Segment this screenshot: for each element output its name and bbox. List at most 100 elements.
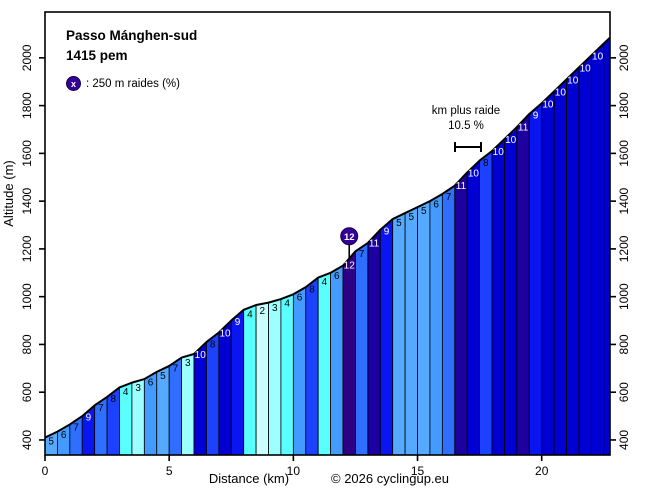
y-tick-label-right: 1200 <box>617 235 631 262</box>
bar-gradient-label: 4 <box>123 387 129 398</box>
bar-gradient-label: 10 <box>493 147 505 158</box>
profile-outline <box>44 36 611 439</box>
x-tick-label: 10 <box>287 464 301 478</box>
bar-gradient-label: 4 <box>284 299 290 310</box>
profile-bar <box>268 298 282 456</box>
profile-bar <box>255 302 269 456</box>
legend-label: : 250 m raides (%) <box>86 77 180 90</box>
y-tick-label-right: 1000 <box>617 283 631 310</box>
profile-bar <box>330 264 344 456</box>
bar-gradient-label: 9 <box>384 226 390 237</box>
bar-gradient-label: 10 <box>567 75 579 86</box>
bar-gradient-label: 4 <box>247 309 253 320</box>
bar-gradient-label: 9 <box>533 111 539 122</box>
bar-gradient-label: 6 <box>61 430 67 441</box>
bar-gradient-label: 6 <box>148 377 154 388</box>
profile-bar <box>429 193 443 456</box>
profile-bar <box>454 171 468 456</box>
copyright: © 2026 cyclingup.eu <box>331 471 449 486</box>
profile-bar <box>243 304 257 456</box>
y-tick-label-left: 1400 <box>20 187 34 214</box>
bar-gradient-label: 8 <box>111 394 117 405</box>
profile-bar <box>504 126 518 456</box>
y-tick-label-left: 2000 <box>20 44 34 71</box>
x-tick-label: 20 <box>535 464 549 478</box>
bar-gradient-label: 8 <box>210 339 216 350</box>
bar-gradient-label: 7 <box>173 364 179 375</box>
y-tick-label-right: 1800 <box>617 92 631 119</box>
bar-gradient-label: 6 <box>433 200 439 211</box>
bar-gradient-label: 8 <box>483 158 489 169</box>
profile-bar <box>528 102 543 456</box>
bar-gradient-label: 6 <box>297 293 303 304</box>
legend: x : 250 m raides (%) <box>66 76 180 91</box>
bar-gradient-label: 7 <box>446 192 452 203</box>
y-tick-label-right: 400 <box>617 430 631 450</box>
chart-subtitle: 1415 pem <box>66 48 128 63</box>
steepest-250m-value: 12 <box>344 232 355 243</box>
y-tick-label-left: 1000 <box>20 283 34 310</box>
profile-bar <box>603 36 611 456</box>
profile-bar <box>553 78 567 456</box>
profile-bar <box>230 308 245 456</box>
profile-bar <box>206 331 220 456</box>
chart-title-block: Passo Mánghen-sud 1415 pem <box>66 26 197 66</box>
profile-bar <box>541 90 555 456</box>
bar-gradient-label: 7 <box>98 403 104 414</box>
profile-bar <box>417 200 431 456</box>
y-tick-label-right: 1600 <box>617 140 631 167</box>
y-tick-label-left: 800 <box>20 334 34 354</box>
profile-bar <box>379 218 394 456</box>
y-tick-label-left: 1800 <box>20 92 34 119</box>
bar-gradient-label: 10 <box>592 51 604 62</box>
x-axis-title: Distance (km) <box>208 471 290 486</box>
profile-bar <box>367 228 381 456</box>
profile-bar <box>317 272 332 456</box>
profile-bar <box>516 112 530 456</box>
x-tick-label: 0 <box>42 464 49 478</box>
bar-gradient-label: 11 <box>518 123 529 134</box>
y-tick-label-right: 800 <box>617 334 631 354</box>
bar-gradient-label: 11 <box>456 181 467 192</box>
bar-gradient-label: 8 <box>309 284 315 295</box>
profile-bar <box>578 54 592 456</box>
profile-bar <box>292 286 307 456</box>
bar-gradient-label: 10 <box>555 87 567 98</box>
profile-bar <box>355 242 369 456</box>
bar-gradient-label: 5 <box>421 206 427 217</box>
circled-x-icon: x <box>66 76 81 91</box>
profile-bar <box>441 184 456 456</box>
bar-gradient-label: 5 <box>396 218 402 229</box>
y-tick-label-left: 1600 <box>20 140 34 167</box>
profile-bar <box>590 42 605 456</box>
x-tick-label: 15 <box>411 464 425 478</box>
profile-bar <box>491 138 505 456</box>
bar-gradient-label: 10 <box>468 169 480 180</box>
y-axis-title: Altitude (m) <box>1 160 16 226</box>
plot-border <box>44 11 611 456</box>
bar-gradient-label: 4 <box>322 277 328 288</box>
bar-gradient-label: 2 <box>260 306 266 317</box>
bar-gradient-label: 5 <box>48 437 54 448</box>
bar-gradient-label: 3 <box>135 383 141 394</box>
bar-gradient-label: 9 <box>86 413 92 424</box>
profile-bar <box>218 319 232 456</box>
bar-gradient-label: 7 <box>359 249 365 260</box>
bar-gradient-label: 10 <box>195 350 207 361</box>
bar-gradient-label: 10 <box>542 99 554 110</box>
x-tick-label: 5 <box>166 464 173 478</box>
profile-bar <box>305 276 319 456</box>
bar-gradient-label: 7 <box>73 422 79 433</box>
y-tick-label-left: 400 <box>20 430 34 450</box>
bar-gradient-label: 10 <box>580 63 592 74</box>
y-tick-label-right: 600 <box>617 382 631 402</box>
profile-bar <box>466 159 481 456</box>
profile-bar <box>479 150 493 456</box>
profile-bar <box>342 250 356 456</box>
bar-gradient-label: 5 <box>160 371 166 382</box>
chart-title: Passo Mánghen-sud <box>66 28 198 43</box>
steepest-km-annotation: km plus raide 10.5 % <box>406 104 526 134</box>
y-tick-label-right: 1400 <box>617 187 631 214</box>
